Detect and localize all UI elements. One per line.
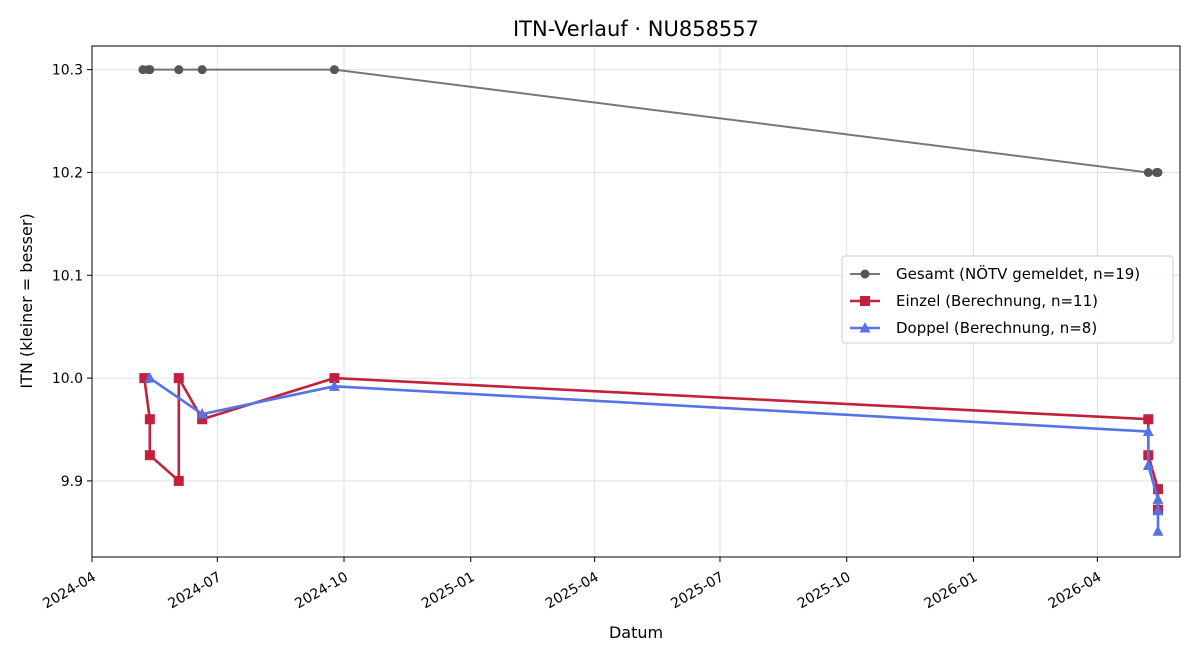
chart-title: ITN-Verlauf · NU858557: [513, 17, 759, 41]
data-point: [1152, 504, 1164, 516]
y-axis-label: ITN (kleiner = besser): [17, 213, 36, 388]
data-point: [144, 450, 155, 461]
legend-marker: [859, 322, 871, 333]
x-tick-label: 2024-10: [292, 569, 351, 612]
series-line: [143, 376, 1160, 510]
x-tick-label: 2026-04: [1046, 569, 1105, 612]
y-tick-label: 9.9: [61, 474, 83, 490]
data-point: [1142, 459, 1154, 470]
data-point: [1152, 493, 1164, 504]
data-point: [139, 373, 150, 384]
y-tick-label: 10.3: [52, 63, 83, 79]
data-point: [174, 65, 184, 75]
data-point: [1153, 167, 1163, 177]
series-line: [143, 68, 1158, 174]
legend-marker: [860, 269, 870, 279]
data-point: [173, 475, 184, 486]
data-point: [329, 65, 339, 75]
x-tick-label: 2025-07: [668, 569, 727, 612]
data-point: [173, 373, 184, 384]
x-tick-label: 2024-04: [40, 569, 99, 612]
legend-box: [841, 255, 1174, 344]
data-point: [144, 414, 155, 425]
data-point: [329, 373, 340, 384]
data-point: [1152, 484, 1163, 495]
legend-label: Einzel (Berechnung, n=11): [896, 292, 1098, 310]
data-point: [144, 372, 156, 383]
series-1: [138, 65, 1163, 177]
x-tick-label: 2025-10: [795, 569, 854, 612]
x-tick-label: 2025-04: [543, 569, 602, 612]
y-axis-ticks: 9.9 10.0 10.1 10.2 10.3: [52, 63, 92, 490]
legend: Gesamt (NÖTV gemeldet, n=19) Einzel (Bere…: [841, 255, 1174, 344]
x-axis-label: Datum: [609, 623, 663, 642]
data-point: [328, 380, 340, 391]
x-tick-label: 2025-01: [419, 569, 478, 612]
data-point: [196, 408, 208, 419]
data-point: [145, 65, 155, 75]
y-tick-label: 10.1: [52, 268, 83, 284]
data-point: [197, 65, 207, 75]
data-point: [197, 414, 208, 425]
plot-frame: [91, 45, 1181, 558]
series-layer: [138, 65, 1164, 536]
data-point: [1143, 167, 1153, 177]
data-point: [1143, 414, 1154, 425]
y-tick-label: 10.2: [52, 165, 83, 181]
x-tick-label: 2024-07: [166, 569, 225, 612]
x-axis-ticks: 2024-04 2024-07 2024-10 2025-01 2025-04 2025-…: [40, 557, 1104, 612]
grid-lines: [91, 46, 1180, 557]
data-point: [1142, 425, 1154, 437]
legend-marker: [860, 296, 870, 306]
y-tick-label: 10.0: [52, 371, 83, 387]
legend-label: Doppel (Berechnung, n=8): [896, 319, 1097, 337]
legend-label: Gesamt (NÖTV gemeldet, n=19): [896, 264, 1140, 283]
x-tick-label: 2026-01: [922, 569, 981, 612]
series-3: [144, 372, 1164, 536]
series-line: [149, 377, 1160, 532]
data-point: [1152, 525, 1164, 536]
